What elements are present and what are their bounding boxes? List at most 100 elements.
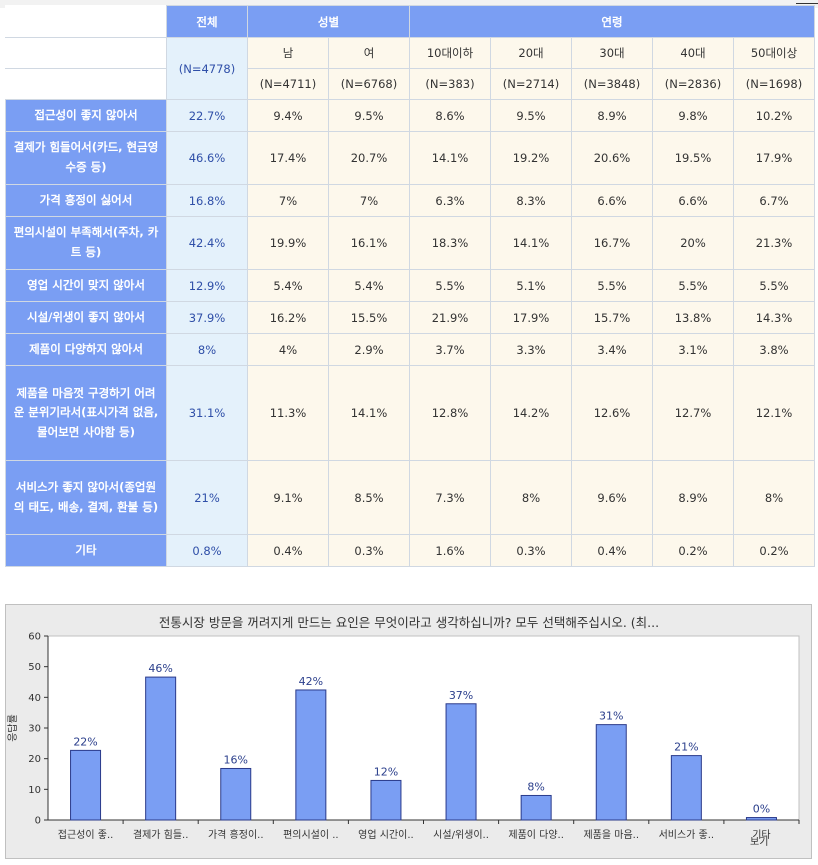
row-value: 17.9% <box>490 301 572 334</box>
row-value: 8% <box>733 460 815 535</box>
column-sample-size: (N=2836) <box>652 68 734 100</box>
row-label: 편의시설이 부족해서(주차, 카트 등) <box>5 216 167 270</box>
column-sample-size: (N=1698) <box>733 68 815 100</box>
y-tick-label: 10 <box>28 785 41 796</box>
y-tick-label: 0 <box>35 816 41 827</box>
row-value: 5.4% <box>328 269 410 302</box>
table-row: 기타 0.8% 0.4% 0.3% 1.6% 0.3% 0.4% 0.2% 0.2% <box>5 534 815 567</box>
data-label: 16% <box>224 753 248 766</box>
row-value: 6.6% <box>652 184 734 217</box>
row-value: 6.3% <box>409 184 491 217</box>
more-link[interactable]: 보기 <box>750 836 768 848</box>
row-value: 20% <box>652 216 734 270</box>
x-tick-label: 영업 시간이.. <box>358 828 414 841</box>
row-value: 0.4% <box>571 534 653 567</box>
table-row: 편의시설이 부족해서(주차, 카트 등) 42.4% 19.9% 16.1% 18.3%… <box>5 216 815 270</box>
row-value: 18.3% <box>409 216 491 270</box>
row-value: 10.2% <box>733 99 815 132</box>
bar[interactable] <box>370 779 402 821</box>
data-label: 21% <box>674 741 698 754</box>
row-total: 46.6% <box>166 131 248 185</box>
row-label: 접근성이 좋지 않아서 <box>5 99 167 132</box>
bar[interactable] <box>295 689 327 821</box>
row-value: 14.2% <box>490 365 572 461</box>
column-header: 여 <box>328 37 410 69</box>
row-value: 20.6% <box>571 131 653 185</box>
y-tick-label: 50 <box>28 662 41 673</box>
y-ticks: 0 10 20 30 40 50 60 <box>28 632 48 827</box>
x-tick-label: 가격 흥정이.. <box>208 828 264 841</box>
table-row: 가격 흥정이 싫어서 16.8% 7% 7% 6.3% 8.3% 6.6% 6.6% 6.7% <box>5 184 815 217</box>
bar[interactable] <box>670 755 702 821</box>
row-value: 8.5% <box>328 460 410 535</box>
row-value: 9.8% <box>652 99 734 132</box>
row-total: 8% <box>166 333 248 366</box>
row-value: 3.3% <box>490 333 572 366</box>
column-sample-size: (N=4711) <box>247 68 329 100</box>
corner-mark <box>796 0 818 4</box>
bar[interactable] <box>595 724 627 821</box>
table-row: 제품을 마음껏 구경하기 어려운 분위기라서(표시가격 없음, 물어보면 사야함… <box>5 365 815 461</box>
bar-chart: 전통시장 방문을 꺼려지게 만드는 요인은 무엇이라고 생각하십니까? 모두 선… <box>7 615 800 848</box>
bar[interactable] <box>520 794 552 821</box>
row-value: 11.3% <box>247 365 329 461</box>
row-total: 21% <box>166 460 248 535</box>
top-strip <box>0 0 818 8</box>
row-value: 7% <box>328 184 410 217</box>
row-total: 22.7% <box>166 99 248 132</box>
row-value: 13.8% <box>652 301 734 334</box>
data-label: 12% <box>374 765 398 778</box>
row-value: 7.3% <box>409 460 491 535</box>
row-value: 20.7% <box>328 131 410 185</box>
x-tick-label: 제품이 다양.. <box>508 829 564 841</box>
row-value: 12.8% <box>409 365 491 461</box>
row-value: 4% <box>247 333 329 366</box>
column-sample-size: (N=3848) <box>571 68 653 100</box>
row-value: 19.2% <box>490 131 572 185</box>
bar[interactable] <box>145 676 177 821</box>
row-value: 6.6% <box>571 184 653 217</box>
bar[interactable] <box>220 767 252 821</box>
row-value: 8.9% <box>571 99 653 132</box>
row-label: 기타 <box>5 534 167 567</box>
row-value: 21.9% <box>409 301 491 334</box>
row-value: 15.7% <box>571 301 653 334</box>
row-value: 3.7% <box>409 333 491 366</box>
header-total-n: (N=4778) <box>166 37 248 100</box>
row-value: 5.5% <box>571 269 653 302</box>
chart-panel: 전통시장 방문을 꺼려지게 만드는 요인은 무엇이라고 생각하십니까? 모두 선… <box>5 604 812 859</box>
row-value: 0.2% <box>652 534 734 567</box>
row-label: 결제가 힘들어서(카드, 현금영수증 등) <box>5 131 167 185</box>
row-value: 8% <box>490 460 572 535</box>
row-value: 0.3% <box>328 534 410 567</box>
data-label: 22% <box>73 735 97 748</box>
row-value: 9.1% <box>247 460 329 535</box>
row-label: 서비스가 좋지 않아서(종업원의 태도, 배송, 결제, 환불 등) <box>5 460 167 535</box>
data-label: 0% <box>753 803 770 816</box>
x-tick-label: 시설/위생이.. <box>433 828 489 841</box>
row-value: 5.4% <box>247 269 329 302</box>
row-label: 제품이 다양하지 않아서 <box>5 333 167 366</box>
header-age: 연령 <box>409 5 815 38</box>
y-tick-label: 60 <box>28 632 41 643</box>
bar[interactable] <box>445 703 477 821</box>
row-label: 시설/위생이 좋지 않아서 <box>5 301 167 334</box>
row-value: 16.1% <box>328 216 410 270</box>
row-value: 8.9% <box>652 460 734 535</box>
row-value: 14.1% <box>490 216 572 270</box>
table-row: 제품이 다양하지 않아서 8% 4% 2.9% 3.7% 3.3% 3.4% 3.1% 3.8% <box>5 333 815 366</box>
y-tick-label: 20 <box>28 754 41 765</box>
data-label: 31% <box>599 710 623 723</box>
row-value: 12.1% <box>733 365 815 461</box>
row-value: 3.8% <box>733 333 815 366</box>
bar[interactable] <box>70 749 102 821</box>
row-value: 0.2% <box>733 534 815 567</box>
row-value: 14.1% <box>409 131 491 185</box>
row-label: 영업 시간이 맞지 않아서 <box>5 269 167 302</box>
bar[interactable] <box>745 817 777 821</box>
row-total: 31.1% <box>166 365 248 461</box>
table-corner-3 <box>5 68 167 100</box>
header-total: 전체 <box>166 5 248 38</box>
row-total: 16.8% <box>166 184 248 217</box>
table-row: 시설/위생이 좋지 않아서 37.9% 16.2% 15.5% 21.9% 17.9% 15… <box>5 301 815 334</box>
